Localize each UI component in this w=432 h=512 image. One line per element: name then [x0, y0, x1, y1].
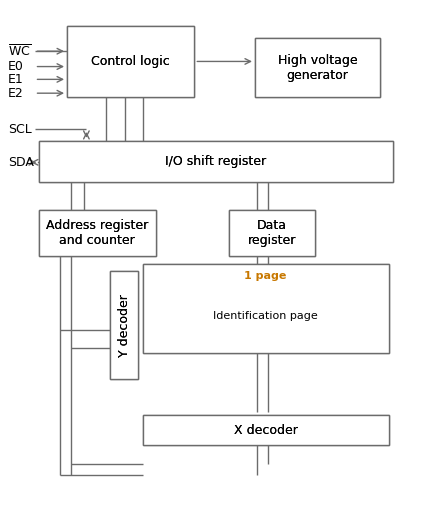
Text: Data
register: Data register	[248, 219, 296, 247]
Text: High voltage
generator: High voltage generator	[278, 54, 357, 82]
Text: Data
register: Data register	[248, 219, 296, 247]
Bar	[67, 26, 194, 97]
Text: SCL: SCL	[8, 122, 32, 136]
Bar	[110, 271, 138, 379]
Bar	[143, 415, 389, 445]
Text: Control logic: Control logic	[91, 55, 170, 68]
Text: Address register
and counter: Address register and counter	[46, 219, 148, 247]
Text: I/O shift register: I/O shift register	[165, 155, 267, 168]
Text: SDA: SDA	[8, 156, 34, 169]
Text: Control logic: Control logic	[91, 55, 170, 68]
Bar	[255, 38, 380, 97]
Text: Y decoder: Y decoder	[118, 294, 131, 356]
Text: Identification page: Identification page	[213, 311, 318, 321]
Bar	[39, 210, 156, 256]
Bar	[67, 26, 194, 97]
Text: Address register
and counter: Address register and counter	[46, 219, 148, 247]
Text: I/O shift register: I/O shift register	[165, 155, 267, 168]
Text: X decoder: X decoder	[234, 423, 298, 437]
Text: 1 page: 1 page	[245, 271, 287, 282]
Bar	[255, 38, 380, 97]
Bar	[110, 271, 138, 379]
Bar	[143, 264, 389, 353]
Text: E0: E0	[8, 60, 24, 73]
Text: E1: E1	[8, 73, 23, 86]
Bar	[229, 210, 315, 256]
Text: High voltage
generator: High voltage generator	[278, 54, 357, 82]
Text: $\overline{\mathrm{WC}}$: $\overline{\mathrm{WC}}$	[8, 44, 31, 59]
Text: E2: E2	[8, 87, 23, 100]
Bar	[39, 210, 156, 256]
Text: X decoder: X decoder	[234, 423, 298, 437]
Bar	[143, 415, 389, 445]
Bar	[39, 141, 393, 182]
Bar	[229, 210, 315, 256]
Bar	[39, 141, 393, 182]
Bar	[143, 264, 389, 353]
Text: Y decoder: Y decoder	[118, 294, 131, 356]
